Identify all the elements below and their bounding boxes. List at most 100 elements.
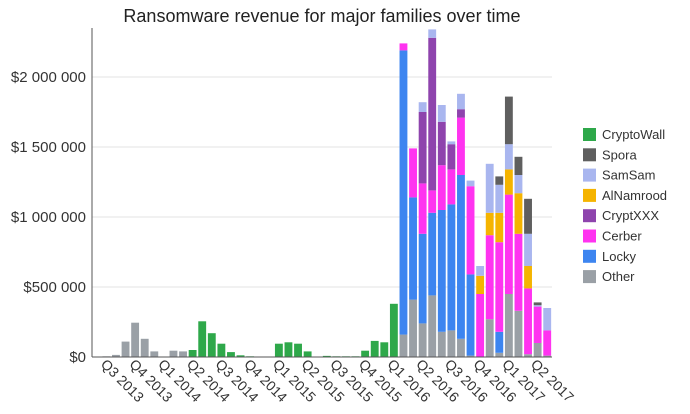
bar-segment-cerber (466, 186, 475, 275)
legend-label-cryptxxx: CryptXXX (602, 208, 659, 223)
legend-label-spora: Spora (602, 147, 637, 162)
bar-segment-other (121, 341, 130, 357)
bar-segment-cerber (504, 194, 513, 294)
bar-segment-samsam (533, 305, 542, 307)
bar-segment-spora (533, 302, 542, 306)
bar-segment-cerber (409, 148, 417, 198)
bar-segment-samsam (428, 29, 437, 38)
bar-segment-samsam (437, 105, 446, 122)
bar-segment-cerber (485, 235, 494, 320)
bar-segment-alnamrood (485, 212, 494, 236)
bar-segment-locky (409, 197, 417, 300)
bar-segment-locky (418, 233, 427, 324)
bar-segment-spora (524, 198, 532, 234)
bar-segment-cerber (514, 233, 523, 311)
grid-layer (92, 76, 552, 288)
bar-segment-cerber (495, 242, 504, 332)
bar-segment-other (524, 354, 532, 357)
bar-segment-cryptowall (274, 343, 283, 357)
chart-title: Ransomware revenue for major families ov… (123, 6, 520, 26)
y-tick-label: $1 000 000 (11, 209, 86, 226)
bar-segment-other (179, 351, 187, 357)
bar-segment-other (140, 338, 149, 357)
bar-segment-locky (495, 331, 504, 353)
legend-swatch-samsam (583, 168, 596, 182)
bar-segment-cerber (543, 330, 552, 356)
bar-segment-samsam (514, 175, 523, 194)
bar-segment-cryptowall (322, 355, 331, 357)
legend-swatch-cryptxxx (583, 209, 596, 223)
bar-segment-other (543, 355, 552, 357)
legend-label-locky: Locky (602, 249, 636, 264)
bar-segment-samsam (457, 93, 465, 110)
bar-segment-other (504, 294, 513, 357)
bar-segment-cerber (457, 117, 465, 175)
bar-segment-cryptxxx (428, 37, 437, 191)
bar-segment-samsam (504, 144, 513, 170)
bar-segment-samsam (543, 308, 552, 331)
legend-swatch-cerber (583, 229, 596, 243)
bar-segment-alnamrood (504, 169, 513, 195)
bar-segment-samsam (485, 163, 494, 213)
bar-segment-samsam (495, 184, 504, 213)
legend-label-alnamrood: AlNamrood (602, 188, 667, 203)
legend-label-other: Other (602, 269, 635, 284)
bar-segment-other (437, 331, 446, 357)
bar-segment-samsam (418, 102, 427, 112)
bar-segment-other (533, 343, 542, 357)
legend: CryptoWall Spora SamSam AlNamrood CryptXXX Ce… (583, 127, 667, 284)
bar-segment-cerber (428, 190, 437, 213)
bar-segment-cryptowall (198, 321, 207, 357)
bar-segment-locky (428, 212, 437, 296)
bar-segment-spora (495, 176, 504, 185)
bar-segment-spora (514, 156, 523, 175)
legend-label-cerber: Cerber (602, 229, 642, 244)
bar-segment-cryptxxx (418, 112, 427, 184)
y-axis-ticks: $0 $500 000 $1 000 000 $1 500 000 $2 000 000 (11, 69, 86, 366)
bar-segment-cerber (418, 183, 427, 234)
bar-segment-cerber (447, 169, 456, 205)
bar-segment-locky (457, 175, 465, 339)
bar-segment-other (409, 299, 417, 357)
bar-segment-cryptxxx (437, 121, 446, 166)
bar-segment-other (112, 354, 120, 357)
bar-segment-cryptowall (294, 343, 302, 357)
bar-segment-other (418, 323, 427, 357)
legend-swatch-alnamrood (583, 188, 596, 202)
bar-segment-alnamrood (495, 212, 504, 243)
bar-segment-other (485, 319, 494, 357)
bar-segment-other (131, 322, 140, 357)
bar-segment-alnamrood (476, 275, 485, 294)
legend-label-cryptowall: CryptoWall (602, 127, 665, 142)
bar-segment-cryptowall (236, 355, 245, 357)
bar-segment-other (457, 338, 465, 357)
bar-segment-cerber (399, 43, 408, 51)
bars-layer (102, 29, 552, 357)
legend-swatch-cryptowall (583, 128, 596, 141)
bar-segment-cerber (524, 288, 532, 355)
bar-segment-other (150, 351, 159, 357)
y-tick-label: $500 000 (23, 279, 86, 296)
bar-segment-cryptowall (303, 351, 312, 357)
bar-segment-cryptxxx (457, 109, 465, 118)
bar-segment-alnamrood (514, 193, 523, 234)
bar-segment-cryptowall (380, 342, 389, 357)
bar-segment-cryptowall (188, 350, 197, 357)
bar-segment-other (466, 355, 475, 357)
y-tick-label: $1 500 000 (11, 139, 86, 156)
bar-segment-cerber (533, 306, 542, 343)
bar-segment-cerber (476, 294, 485, 357)
legend-label-samsam: SamSam (602, 168, 655, 183)
y-tick-label: $2 000 000 (11, 69, 86, 86)
bar-segment-samsam (524, 233, 532, 266)
legend-swatch-locky (583, 249, 596, 263)
y-tick-label: $0 (69, 349, 86, 366)
legend-swatch-other (583, 270, 596, 284)
bar-segment-cryptowall (284, 342, 293, 357)
bar-segment-cryptxxx (447, 144, 456, 170)
bar-segment-locky (466, 274, 475, 356)
bar-segment-other (495, 352, 504, 357)
bar-segment-other (447, 330, 456, 357)
